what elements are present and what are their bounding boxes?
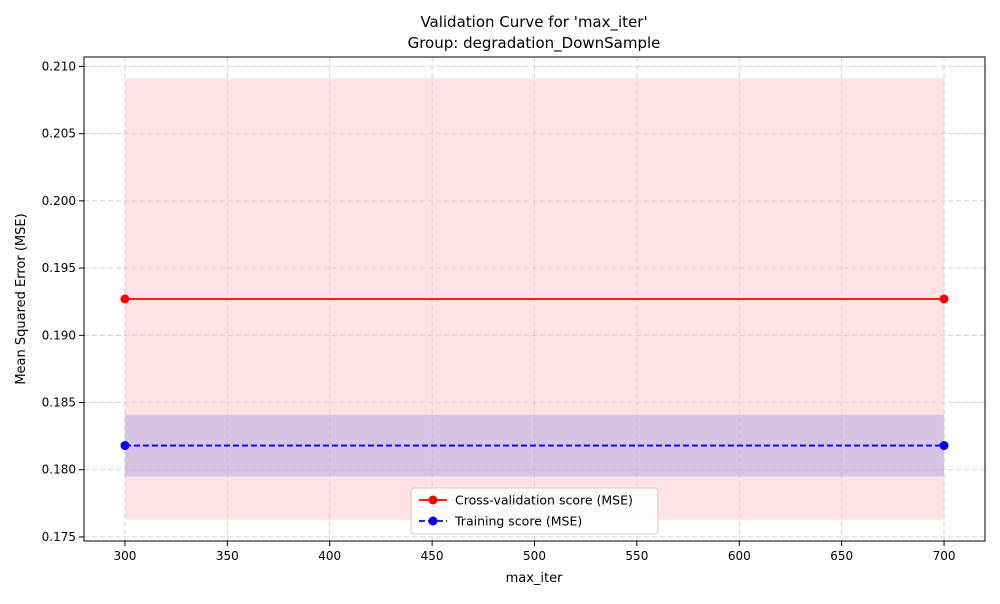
y-axis-label: Mean Squared Error (MSE): [14, 213, 29, 384]
x-tick-label: 400: [318, 549, 341, 563]
x-tick-label: 300: [114, 549, 137, 563]
chart-title: Validation Curve for 'max_iter': [420, 13, 647, 32]
legend-box: [410, 487, 659, 535]
y-tick-label: 0.200: [42, 194, 76, 208]
legend-label-cv: Cross-validation score (MSE): [455, 493, 633, 508]
series-lines: [120, 294, 949, 451]
x-tick-label: 350: [216, 549, 239, 563]
legend-marker-train: [428, 516, 438, 526]
x-tick-label: 650: [830, 549, 853, 563]
chart-subtitle: Group: degradation_DownSample: [408, 34, 661, 53]
x-tick-label: 700: [933, 549, 956, 563]
x-axis-ticks: 300 350 400 450 500 550 600 650 700: [114, 541, 956, 563]
data-point-train: [120, 441, 130, 451]
x-axis-label: max_iter: [506, 571, 564, 586]
legend: Cross-validation score (MSE) Training sco…: [410, 487, 659, 535]
y-tick-label: 0.175: [42, 530, 76, 544]
y-tick-label: 0.185: [42, 396, 76, 410]
x-tick-label: 550: [625, 549, 648, 563]
legend-label-train: Training score (MSE): [454, 514, 582, 529]
y-tick-label: 0.195: [42, 261, 76, 275]
x-tick-label: 600: [728, 549, 751, 563]
legend-marker-cv: [428, 495, 438, 505]
y-axis-ticks: 0.175 0.180 0.185 0.190 0.195 0.200 0.205 0.210: [42, 59, 84, 544]
y-tick-label: 0.210: [42, 59, 76, 73]
data-point-cv: [120, 294, 130, 304]
y-tick-label: 0.205: [42, 127, 76, 141]
y-tick-label: 0.180: [42, 463, 76, 477]
data-point-train: [939, 441, 949, 451]
x-tick-label: 450: [421, 549, 444, 563]
y-tick-label: 0.190: [42, 328, 76, 342]
x-tick-label: 500: [523, 549, 546, 563]
data-point-cv: [939, 294, 949, 304]
